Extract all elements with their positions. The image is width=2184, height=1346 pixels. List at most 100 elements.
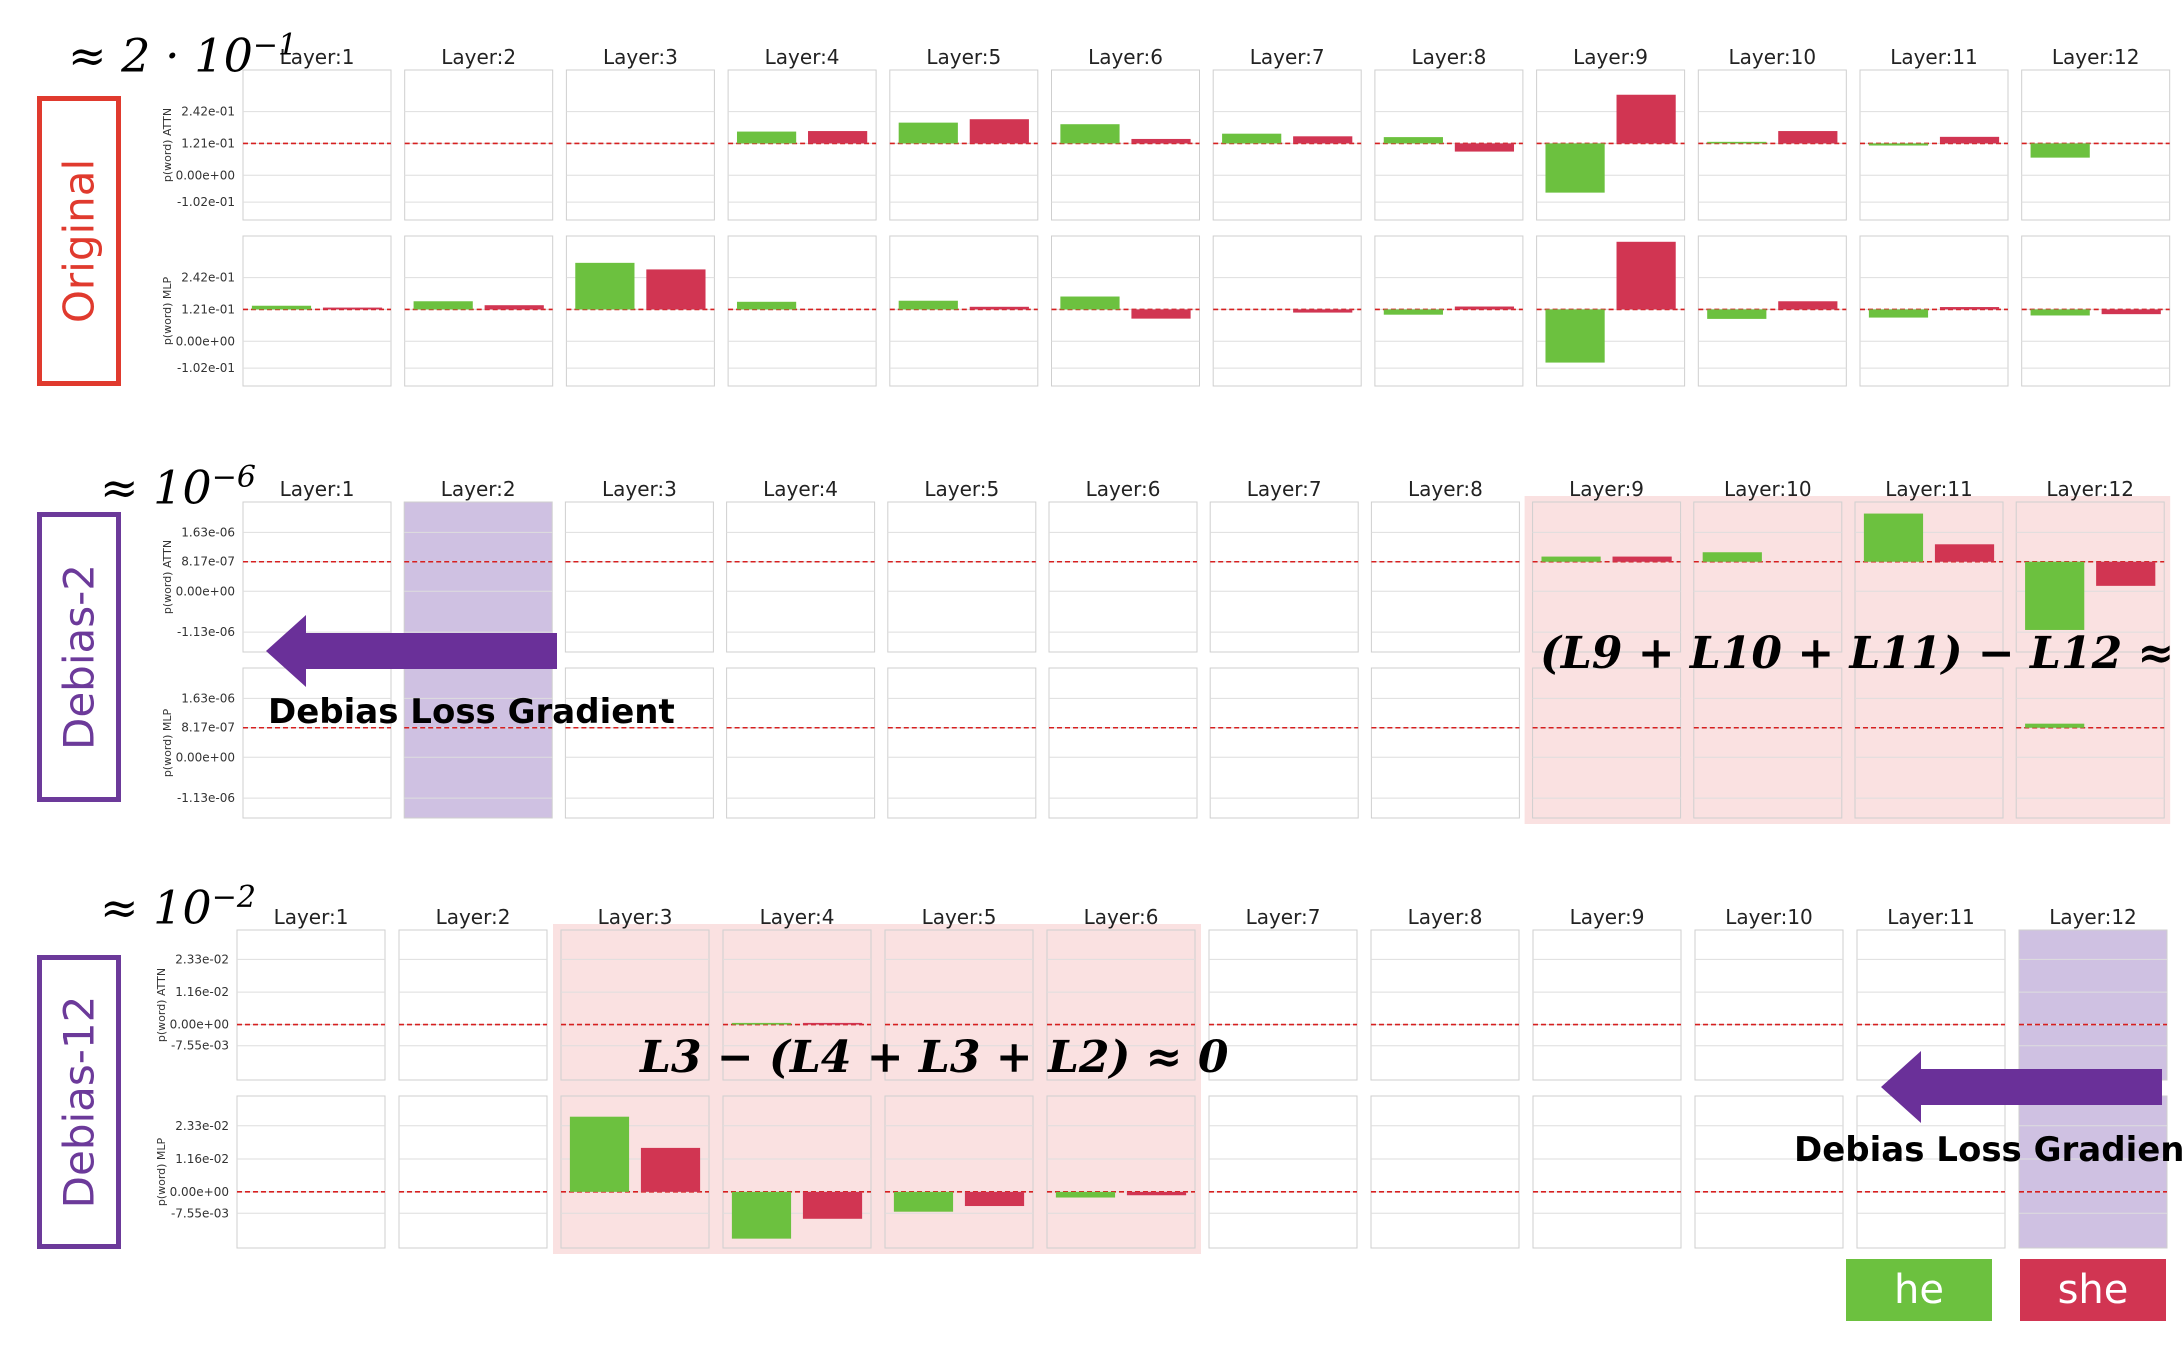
layer-title: Layer:10 [1725,905,1813,929]
y-axis-label: p(word) MLP [161,708,174,777]
subplot-frame [1697,235,1847,387]
bar-she [964,1191,1025,1207]
layer-title: Layer:8 [1411,45,1486,69]
bar-he [731,1191,792,1239]
bar-he [575,262,635,310]
bar-he [1383,137,1443,144]
panel-frame-original: Original [37,96,121,386]
panel-label-original: Original [54,158,104,324]
subplot-frame [403,501,553,653]
bar-he [736,131,797,144]
bar-he [1707,309,1767,319]
bar-he [1702,552,1762,562]
subplot-frame [884,1095,1034,1249]
subplot-frame [1854,501,2004,653]
layer-title: Layer:5 [924,477,999,501]
layer-title: Layer:6 [1084,905,1159,929]
layer-title: Layer:7 [1247,477,1322,501]
y-tick-label: 0.00e+00 [170,1185,229,1199]
scale-label-debias-12: ≈ 10−2 [100,880,256,934]
subplot-frame [565,69,715,221]
scale-label-debias-2-base: ≈ 10 [100,460,212,515]
subplot-frame [1693,501,1843,653]
y-tick-label: 1.21e-01 [181,302,235,316]
bar-she [969,119,1029,144]
subplot-frame [242,501,392,653]
bar-he [736,301,797,310]
layer-title: Layer:4 [763,477,838,501]
subplot-frame [1536,69,1686,221]
subplot-frame [1208,929,1358,1081]
subplot-frame [560,1095,710,1249]
subplot-frame [1051,69,1200,221]
subplot-frame [1856,929,2006,1081]
subplot-frame [1694,1095,1844,1249]
y-axis-label: p(word) ATTN [161,108,174,182]
subplot-frame [1370,667,1520,819]
bar-he [898,300,958,310]
subplot-frame [1536,235,1686,387]
y-tick-label: 1.16e-02 [175,1152,229,1166]
layer-title: Layer:2 [441,477,516,501]
subplot-frame [404,69,554,221]
subplot-frame [1046,929,1196,1081]
layer-title: Layer:1 [274,905,349,929]
layer-title: Layer:9 [1570,905,1645,929]
subplot-frame [1859,69,2009,221]
subplot-frame [564,501,714,653]
subplot-frame [1048,667,1198,819]
bar-she [1939,307,2000,310]
y-tick-label: -1.13e-06 [177,791,235,805]
legend-he: he [1846,1259,1992,1321]
layer-title: Layer:12 [2049,905,2137,929]
y-tick-label: 2.42e-01 [181,271,235,285]
layer-title: Layer:3 [598,905,673,929]
layer-title: Layer:12 [2046,477,2134,501]
subplot-frame [889,235,1039,387]
bar-she [1616,94,1676,144]
layer-title: Layer:10 [1724,477,1812,501]
subplot-frame [1859,235,2009,387]
layer-title: Layer:2 [441,45,516,69]
bar-he [1541,556,1601,562]
bar-she [1126,1191,1187,1196]
y-tick-label: 8.17e-07 [181,721,235,735]
layer-title: Layer:3 [603,45,678,69]
y-tick-label: -7.55e-03 [171,1206,229,1220]
legend-she-label: she [2057,1267,2129,1313]
subplot-frame [1370,929,1520,1081]
subplot-frame [887,501,1037,653]
layer-title: Layer:3 [602,477,677,501]
subplot-frame [884,929,1034,1081]
subplot-frame [1694,929,1844,1081]
layer-title: Layer:8 [1408,905,1483,929]
subplot-frame [1046,1095,1196,1249]
y-tick-label: 0.00e+00 [176,334,235,348]
subplot-frame [1209,501,1359,653]
subplot-frame [1532,1095,1682,1249]
scale-label-debias-12-base: ≈ 10 [100,880,212,935]
y-axis-label: p(word) MLP [155,1137,168,1206]
y-tick-label: 1.21e-01 [181,136,235,150]
y-tick-label: 1.63e-06 [181,525,235,539]
gradient-label-debias-2: Debias Loss Gradient [268,692,675,732]
subplot-frame [727,69,877,221]
bar-he [1868,143,1929,146]
gradient-arrow-debias-12 [1881,1051,2162,1123]
scale-label-original-exp: −1 [252,28,298,63]
highlight-region-debias-12 [553,924,1201,1254]
bar-he [898,122,958,144]
subplot-frame [1374,235,1524,387]
bar-he [413,301,473,310]
subplot-frame [2021,235,2171,387]
y-axis-label: p(word) ATTN [161,540,174,614]
layer-title: Layer:4 [765,45,840,69]
subplot-frame [242,235,392,387]
scale-label-debias-2: ≈ 10−6 [100,460,256,514]
subplot-frame [403,667,553,819]
bar-he [1545,309,1605,363]
layer-title: Layer:1 [280,45,355,69]
bar-he [2030,309,2090,316]
bar-she [1778,301,1838,310]
subplot-frame [404,235,554,387]
